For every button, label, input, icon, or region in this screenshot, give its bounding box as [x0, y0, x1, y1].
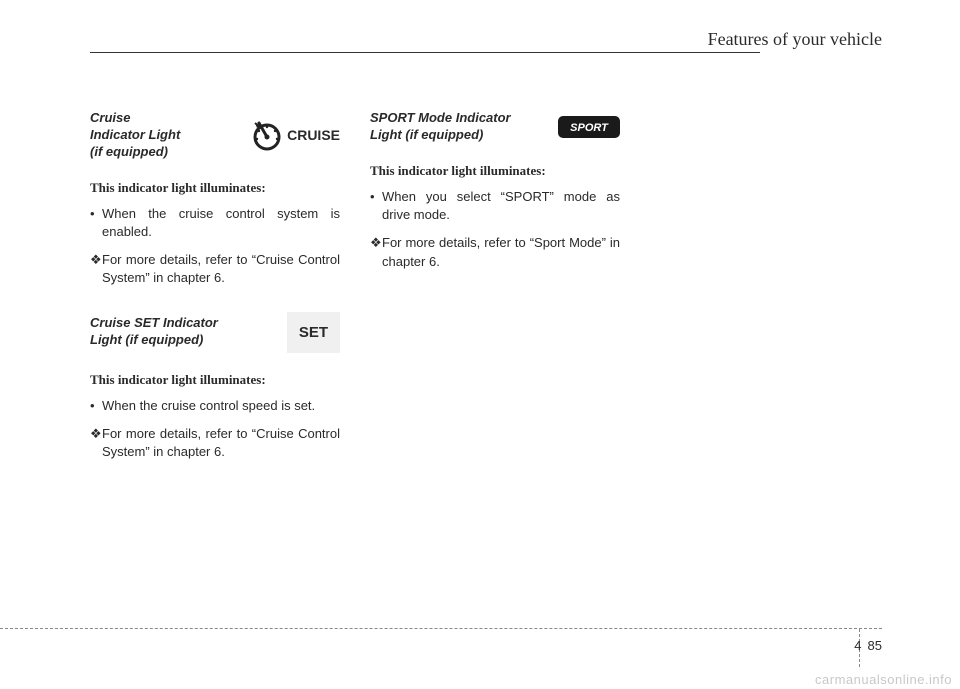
- page-header-title: Features of your vehicle: [708, 29, 882, 50]
- cruise-set-note-text: For more details, refer to “Cruise Contr…: [102, 425, 340, 461]
- bullet-symbol: •: [90, 397, 102, 415]
- cruise-set-heading: Cruise SET Indicator Light (if equipped): [90, 315, 218, 349]
- sport-mode-heading: SPORT Mode Indicator Light (if equipped): [370, 110, 511, 144]
- cruise-set-bullet-text: When the cruise control speed is set.: [102, 397, 315, 415]
- sport-bullet-text: When you select “SPORT” mode as drive mo…: [382, 188, 620, 224]
- svg-text:SPORT: SPORT: [570, 122, 609, 134]
- speedometer-icon: [251, 119, 283, 151]
- page-number: 4 85: [854, 638, 882, 653]
- sport-subheading: This indicator light illuminates:: [370, 162, 620, 180]
- bullet-symbol: •: [370, 188, 382, 224]
- cruise-subheading: This indicator light illuminates:: [90, 179, 340, 197]
- bullet-symbol: •: [90, 205, 102, 241]
- cruise-indicator-heading: Cruise Indicator Light (if equipped): [90, 110, 180, 161]
- header-rule: [90, 52, 760, 53]
- note-symbol: ❖: [90, 251, 102, 287]
- note-symbol: ❖: [370, 234, 382, 270]
- column-1: Cruise Indicator Light (if equipped): [90, 110, 340, 483]
- cruise-set-subheading: This indicator light illuminates:: [90, 371, 340, 389]
- set-indicator-icon: SET: [287, 312, 340, 353]
- cruise-bullet-text: When the cruise control system is enable…: [102, 205, 340, 241]
- sport-note-text: For more details, refer to “Sport Mode” …: [382, 234, 620, 270]
- watermark-text: carmanualsonline.info: [815, 672, 952, 687]
- column-2: SPORT Mode Indicator Light (if equipped)…: [370, 110, 620, 483]
- cruise-text-label: CRUISE: [287, 126, 340, 146]
- chapter-number: 4: [854, 638, 861, 653]
- sport-badge-icon: SPORT: [558, 116, 620, 138]
- cruise-note-text: For more details, refer to “Cruise Contr…: [102, 251, 340, 287]
- note-symbol: ❖: [90, 425, 102, 461]
- page-number-value: 85: [868, 638, 882, 653]
- footer-rule: [0, 628, 882, 629]
